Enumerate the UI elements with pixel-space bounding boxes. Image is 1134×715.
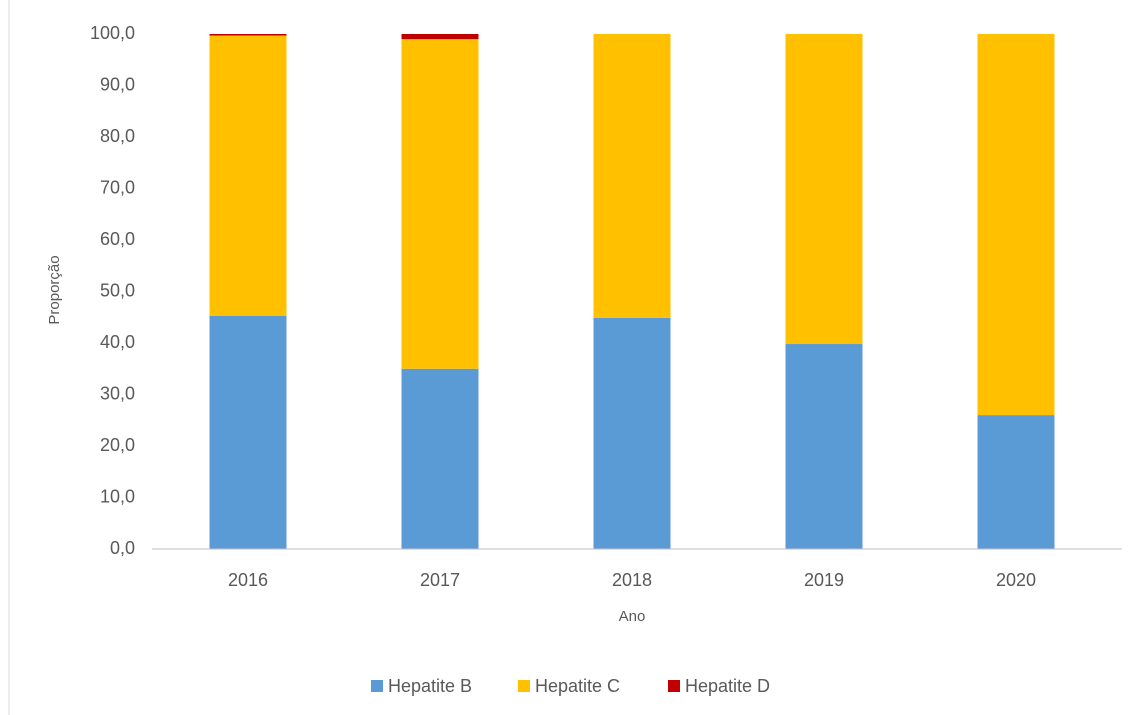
y-tick-label: 60,0 xyxy=(100,229,135,249)
legend-swatch xyxy=(371,680,383,692)
bar-segment xyxy=(209,35,287,316)
y-tick-label: 70,0 xyxy=(100,177,135,197)
y-tick-label: 80,0 xyxy=(100,126,135,146)
legend-label: Hepatite C xyxy=(535,676,620,696)
bar-segment xyxy=(209,34,287,36)
y-tick-label: 40,0 xyxy=(100,332,135,352)
bar-segment xyxy=(785,344,863,549)
bar-segment xyxy=(785,34,863,345)
x-tick-label: 2016 xyxy=(228,570,268,590)
legend-label: Hepatite D xyxy=(685,676,770,696)
x-tick-label: 2018 xyxy=(612,570,652,590)
bar-segment xyxy=(209,315,287,549)
y-axis-label: Proporção xyxy=(46,255,63,324)
bar-segment xyxy=(401,368,479,549)
bar-segment xyxy=(977,415,1055,549)
x-tick-label: 2019 xyxy=(804,570,844,590)
y-tick-label: 20,0 xyxy=(100,435,135,455)
x-tick-label: 2020 xyxy=(996,570,1036,590)
bar-segment xyxy=(593,34,671,318)
y-tick-label: 50,0 xyxy=(100,280,135,300)
y-tick-label: 90,0 xyxy=(100,74,135,94)
y-tick-label: 30,0 xyxy=(100,383,135,403)
legend-swatch xyxy=(518,680,530,692)
bar-segment xyxy=(593,317,671,549)
y-tick-label: 100,0 xyxy=(90,23,135,43)
x-tick-label: 2017 xyxy=(420,570,460,590)
legend-swatch xyxy=(668,680,680,692)
y-tick-label: 10,0 xyxy=(100,486,135,506)
x-axis-label: Ano xyxy=(619,608,646,625)
bar-segment xyxy=(401,39,479,369)
y-tick-label: 0,0 xyxy=(110,538,135,558)
bar-segment xyxy=(977,34,1055,416)
legend-label: Hepatite B xyxy=(388,676,472,696)
bar-segment xyxy=(401,34,479,40)
